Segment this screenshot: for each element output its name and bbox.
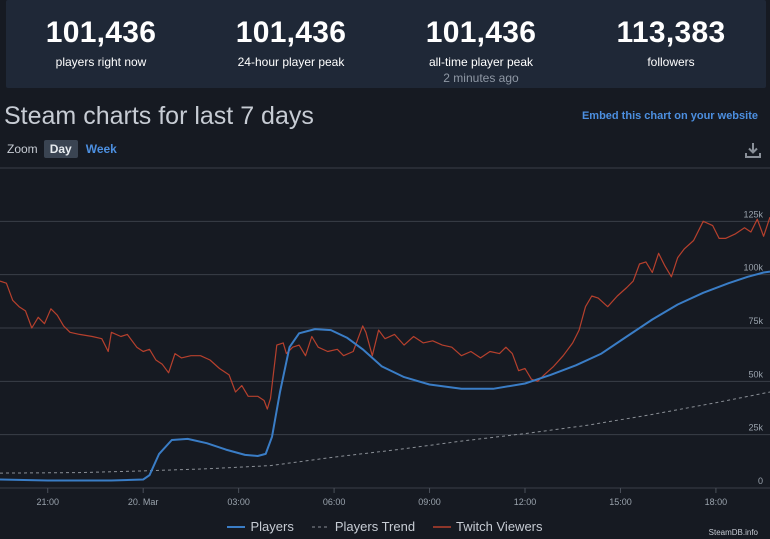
y-tick-label: 100k [743,263,763,273]
legend-label: Twitch Viewers [456,519,543,534]
download-icon[interactable] [744,141,762,159]
stat-sub: 2 minutes ago [443,71,519,85]
stat-value: 113,383 [616,16,726,49]
y-axis-ticks: 0 25k 50k 75k 100k 125k [743,209,763,486]
x-tick-label: 18:00 [705,497,728,507]
legend-item-twitch-viewers[interactable]: Twitch Viewers [433,519,543,534]
stat-followers: 113,383 followers [576,0,766,88]
chart-series [0,216,770,482]
stat-value: 101,436 [425,16,537,49]
y-tick-label: 125k [743,209,763,219]
stat-24h-peak: 101,436 24-hour player peak [196,0,386,88]
x-tick-label: 20. Mar [128,497,159,507]
x-tick-label: 06:00 [323,497,346,507]
y-tick-label: 25k [748,423,763,433]
y-tick-label: 75k [748,316,763,326]
zoom-label: Zoom [7,142,38,156]
stat-label: 24-hour player peak [237,55,345,69]
zoom-day-button[interactable]: Day [43,140,78,158]
chart-legend: Players Players Trend Twitch Viewers [0,519,770,534]
stat-label: players right now [55,55,147,69]
x-axis-ticks: 21:00 20. Mar 03:00 06:00 09:00 12:00 15:00 18:… [36,488,727,507]
legend-item-players[interactable]: Players [227,519,294,534]
x-tick-label: 09:00 [418,497,441,507]
y-tick-label: 50k [748,369,763,379]
page-title: Steam charts for last 7 days [4,102,314,130]
series-line-players [0,270,770,482]
legend-label: Players [250,519,294,534]
zoom-week-button[interactable]: Week [85,142,117,156]
stat-value: 101,436 [45,16,157,49]
stat-value: 101,436 [235,16,347,49]
legend-swatch-twitch [433,525,452,528]
stats-bar: 101,436 players right now 101,436 24-hou… [6,0,766,88]
embed-chart-link[interactable]: Embed this chart on your website [581,110,758,122]
series-line-twitch-viewers [0,216,770,410]
x-tick-label: 12:00 [514,497,537,507]
legend-swatch-trend [311,526,330,527]
series-line-players-trend [0,391,770,474]
legend-swatch-players [227,525,246,528]
stat-label: all-time player peak [428,55,534,69]
y-tick-label: 0 [758,476,763,486]
legend-label: Players Trend [334,519,416,534]
zoom-controls: Zoom Day Week [7,140,123,158]
chart-grid [0,167,770,489]
stat-label: followers [647,55,695,69]
stat-players-now: 101,436 players right now [6,0,196,88]
x-tick-label: 03:00 [227,497,250,507]
x-tick-label: 15:00 [609,497,632,507]
credit-text: SteamDB.info [708,528,758,537]
legend-item-players-trend[interactable]: Players Trend [311,519,416,534]
x-tick-label: 21:00 [36,497,59,507]
stat-all-time-peak: 101,436 all-time player peak 2 minutes a… [386,0,576,88]
